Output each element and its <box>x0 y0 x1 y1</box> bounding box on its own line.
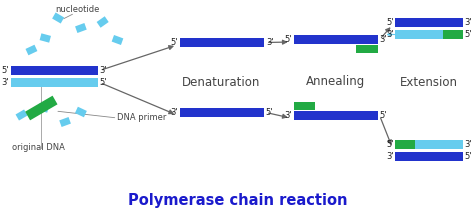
Text: 5': 5' <box>100 78 107 87</box>
Bar <box>26 45 37 55</box>
Bar <box>16 109 27 121</box>
Text: 3': 3' <box>465 140 472 149</box>
Text: Extension: Extension <box>400 75 458 89</box>
Bar <box>293 102 315 110</box>
Bar <box>25 96 57 120</box>
Text: original DNA: original DNA <box>12 143 64 152</box>
Bar <box>11 66 98 75</box>
Text: 3': 3' <box>266 38 273 47</box>
Bar <box>395 152 463 161</box>
Text: DNA primer: DNA primer <box>118 114 167 123</box>
Bar <box>293 111 378 120</box>
Text: Polymerase chain reaction: Polymerase chain reaction <box>128 192 348 207</box>
Text: 3': 3' <box>386 152 393 161</box>
Text: 3': 3' <box>465 18 472 27</box>
Text: 5': 5' <box>1 66 9 75</box>
Bar <box>395 30 443 39</box>
Text: 5': 5' <box>386 18 393 27</box>
Bar <box>395 18 463 27</box>
Text: nucleotide: nucleotide <box>56 6 100 14</box>
Text: 3': 3' <box>170 108 178 117</box>
Bar <box>40 33 51 43</box>
Text: 3': 3' <box>100 66 107 75</box>
Text: 5': 5' <box>284 35 292 44</box>
Bar <box>75 23 87 33</box>
Text: 5': 5' <box>266 108 273 117</box>
Text: 3': 3' <box>380 35 387 44</box>
Bar <box>293 35 378 44</box>
Bar <box>415 140 463 149</box>
Bar <box>75 107 87 117</box>
Text: 5': 5' <box>465 152 472 161</box>
Bar <box>443 30 463 39</box>
Bar <box>11 78 98 87</box>
Text: 5': 5' <box>170 38 178 47</box>
Text: 5': 5' <box>465 30 472 39</box>
Text: 3': 3' <box>386 30 393 39</box>
Text: Denaturation: Denaturation <box>182 75 261 89</box>
Bar <box>37 103 49 113</box>
Bar <box>395 140 415 149</box>
Text: Annealing: Annealing <box>305 75 365 89</box>
Text: 3': 3' <box>284 111 292 120</box>
Bar <box>112 35 123 45</box>
Bar <box>97 16 109 28</box>
Bar <box>356 45 378 53</box>
Text: 5': 5' <box>386 140 393 149</box>
Bar <box>52 12 64 23</box>
Text: 5': 5' <box>380 111 387 120</box>
Bar <box>180 38 264 47</box>
Text: 3': 3' <box>1 78 9 87</box>
Bar <box>59 117 71 127</box>
Bar <box>180 108 264 117</box>
